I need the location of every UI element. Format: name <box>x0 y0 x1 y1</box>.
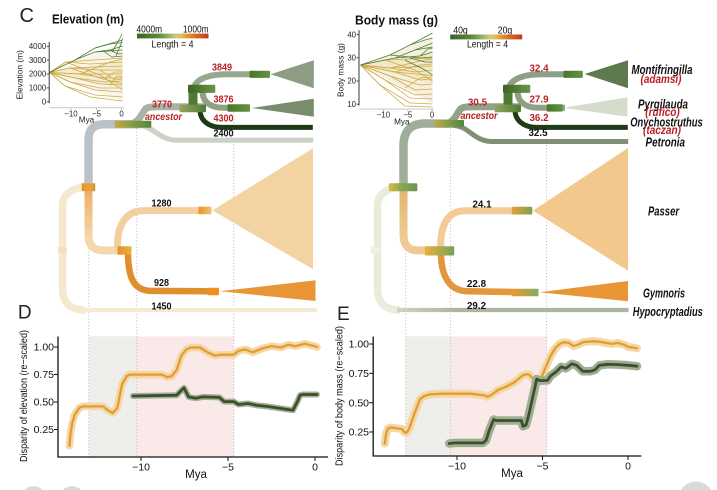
svg-text:0.25: 0.25 <box>34 424 55 436</box>
svg-text:Montifringilla: Montifringilla <box>632 63 693 77</box>
svg-text:0: 0 <box>430 110 435 119</box>
svg-text:1.00: 1.00 <box>349 339 370 351</box>
svg-text:Hypocryptadius: Hypocryptadius <box>633 305 703 319</box>
svg-text:−5: −5 <box>92 109 102 118</box>
svg-text:928: 928 <box>154 278 169 289</box>
svg-text:Petronia: Petronia <box>646 136 686 150</box>
svg-text:4000m: 4000m <box>137 25 163 36</box>
svg-text:10: 10 <box>347 100 356 109</box>
svg-text:36.2: 36.2 <box>530 113 550 124</box>
svg-text:20g: 20g <box>498 25 513 36</box>
svg-text:−5: −5 <box>222 462 234 474</box>
svg-text:−10: −10 <box>132 462 150 474</box>
svg-text:1.00: 1.00 <box>34 342 55 354</box>
svg-text:27.9: 27.9 <box>530 94 550 105</box>
svg-text:Mya: Mya <box>501 468 523 480</box>
svg-text:Pyrgilauda: Pyrgilauda <box>638 97 688 111</box>
svg-text:22.8: 22.8 <box>467 279 487 290</box>
svg-text:Passer: Passer <box>648 205 680 219</box>
svg-text:40g: 40g <box>453 25 468 36</box>
svg-text:E: E <box>337 304 350 325</box>
svg-text:29.2: 29.2 <box>467 301 487 312</box>
svg-text:Mya: Mya <box>185 469 207 481</box>
svg-text:4000: 4000 <box>29 42 47 51</box>
svg-text:3876: 3876 <box>214 95 235 106</box>
svg-text:0.50: 0.50 <box>349 397 370 409</box>
svg-text:0.75: 0.75 <box>34 369 55 381</box>
svg-text:32.4: 32.4 <box>530 64 550 75</box>
svg-text:ancestor: ancestor <box>145 111 183 123</box>
svg-text:Mya: Mya <box>79 115 95 124</box>
svg-text:30.5: 30.5 <box>468 98 488 109</box>
svg-text:−10: −10 <box>448 461 466 473</box>
svg-text:Elevation (m): Elevation (m) <box>15 50 25 100</box>
svg-text:Length = 4: Length = 4 <box>467 40 508 51</box>
svg-text:3000: 3000 <box>29 56 47 65</box>
svg-text:1000: 1000 <box>29 84 47 93</box>
svg-text:Body mass (g): Body mass (g) <box>336 43 346 97</box>
svg-text:−5: −5 <box>403 110 413 119</box>
svg-text:0.25: 0.25 <box>349 427 370 439</box>
svg-text:0.75: 0.75 <box>349 368 370 380</box>
svg-text:20: 20 <box>347 77 356 86</box>
svg-text:0: 0 <box>42 98 47 107</box>
svg-text:1280: 1280 <box>152 199 173 210</box>
svg-text:Disparity of body mass (re−sca: Disparity of body mass (re−scaled) <box>334 326 346 466</box>
svg-text:Length = 4: Length = 4 <box>152 40 194 51</box>
svg-text:−10: −10 <box>377 110 391 119</box>
svg-text:Elevation (m): Elevation (m) <box>52 12 124 27</box>
svg-text:(rufico): (rufico) <box>645 107 680 119</box>
svg-text:30: 30 <box>347 54 356 63</box>
svg-text:Gymnoris: Gymnoris <box>643 287 685 301</box>
svg-text:40: 40 <box>347 30 356 39</box>
svg-text:D: D <box>18 303 32 324</box>
svg-text:2000: 2000 <box>29 70 47 79</box>
svg-text:1450: 1450 <box>152 302 173 313</box>
svg-text:0.50: 0.50 <box>34 397 55 409</box>
svg-text:0: 0 <box>625 461 631 473</box>
svg-text:4300: 4300 <box>214 114 235 125</box>
svg-text:24.1: 24.1 <box>473 200 493 211</box>
svg-text:1000m: 1000m <box>183 25 209 36</box>
svg-text:C: C <box>20 5 34 27</box>
svg-text:Disparity of elevation (re−sca: Disparity of elevation (re−scaled) <box>18 330 30 462</box>
svg-text:(taczan): (taczan) <box>643 125 681 137</box>
svg-text:32.5: 32.5 <box>529 128 549 139</box>
svg-text:Body mass (g): Body mass (g) <box>355 13 438 28</box>
svg-text:3770: 3770 <box>152 100 173 111</box>
svg-text:ancestor: ancestor <box>461 110 499 122</box>
svg-text:3849: 3849 <box>212 63 233 74</box>
svg-text:−5: −5 <box>537 461 549 473</box>
svg-text:2400: 2400 <box>214 129 235 140</box>
svg-text:0: 0 <box>119 109 124 118</box>
svg-text:0: 0 <box>312 462 318 474</box>
svg-text:−10: −10 <box>64 109 78 118</box>
svg-text:Onychostruthus: Onychostruthus <box>630 115 703 129</box>
svg-text:Mya: Mya <box>394 117 410 126</box>
svg-text:(adamsi): (adamsi) <box>641 74 682 86</box>
